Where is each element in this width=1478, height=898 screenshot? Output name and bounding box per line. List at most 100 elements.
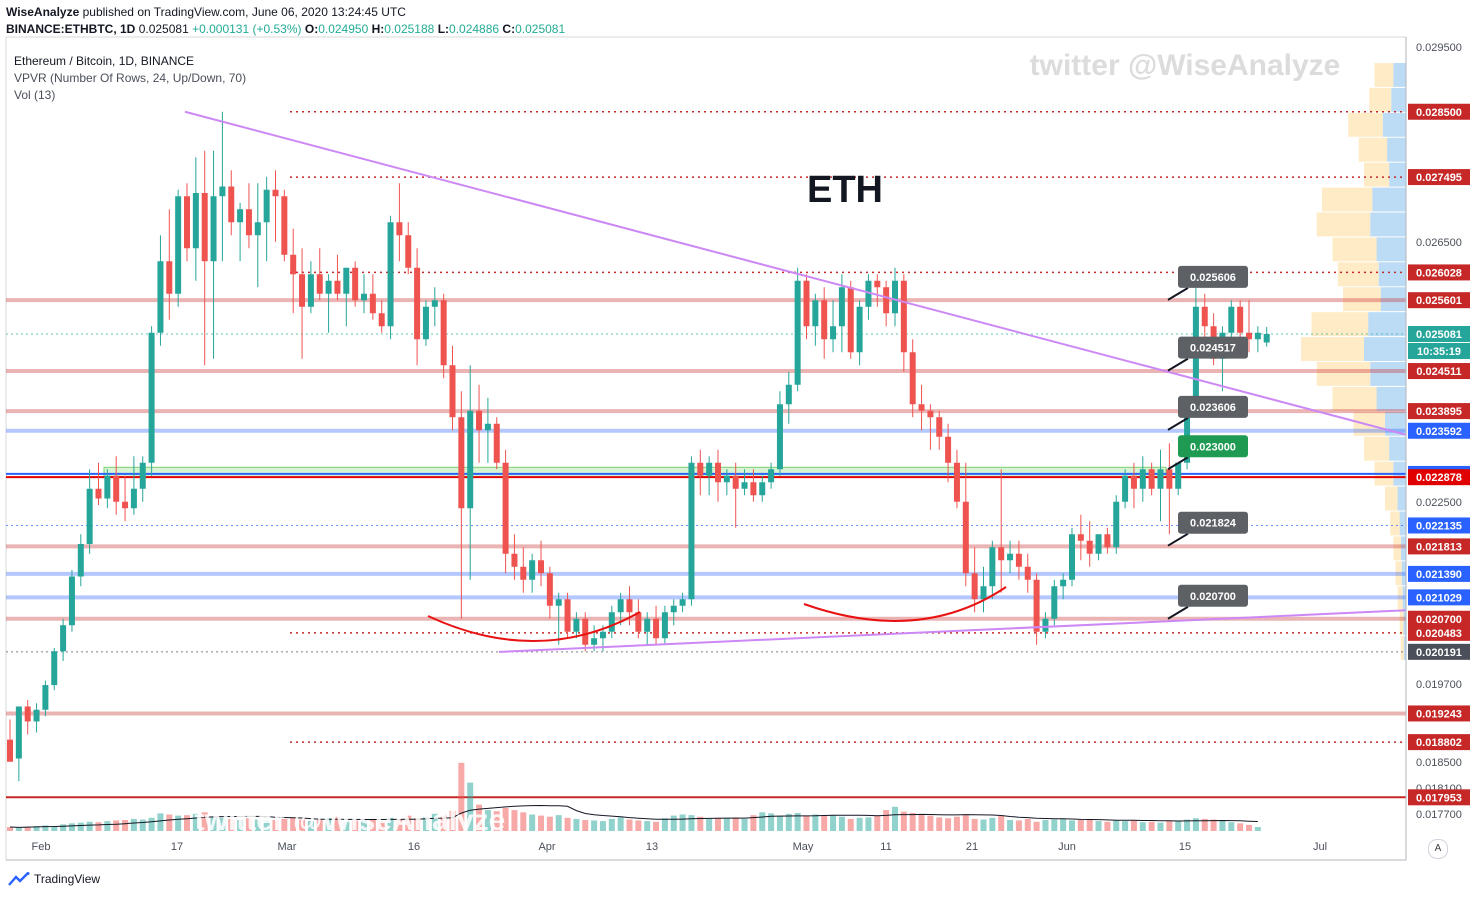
candle-body[interactable] [768, 469, 775, 483]
candle-body[interactable] [396, 222, 403, 236]
callout-0.023606[interactable]: 0.023606 [1167, 395, 1248, 431]
candle-body[interactable] [723, 475, 730, 483]
candle-body[interactable] [847, 287, 854, 353]
candle-body[interactable] [157, 261, 164, 333]
callout-0.020700[interactable]: 0.020700 [1167, 584, 1248, 620]
callout-0.025606[interactable]: 0.025606 [1167, 265, 1248, 301]
candle-body[interactable] [670, 605, 677, 613]
candle-body[interactable] [971, 573, 978, 600]
candle-body[interactable] [361, 293, 367, 301]
candle-body[interactable] [661, 612, 668, 639]
callout-0.023000[interactable]: 0.023000 [1167, 435, 1248, 471]
candle-body[interactable] [794, 280, 801, 385]
candle-body[interactable] [316, 274, 323, 294]
candle-body[interactable] [33, 709, 40, 722]
candle-body[interactable] [1095, 534, 1102, 554]
candle-body[interactable] [821, 300, 828, 340]
candle-body[interactable] [962, 501, 969, 574]
candle-body[interactable] [1157, 469, 1164, 489]
candle-body[interactable] [281, 196, 288, 255]
candle-body[interactable] [883, 287, 890, 314]
ascending-trendline[interactable] [498, 609, 1407, 653]
candle-body[interactable] [564, 599, 571, 632]
candle-body[interactable] [175, 196, 182, 294]
candle-body[interactable] [1192, 306, 1199, 411]
candle-body[interactable] [1113, 501, 1120, 548]
candle-body[interactable] [776, 404, 783, 470]
candle-body[interactable] [838, 287, 845, 327]
candle-body[interactable] [1042, 618, 1049, 632]
price-tag-0.019243[interactable] [1408, 705, 1470, 722]
candle-body[interactable] [307, 274, 314, 307]
price-tag-0.027495[interactable] [1408, 169, 1470, 186]
candle-body[interactable] [1033, 579, 1040, 632]
candle-body[interactable] [219, 186, 226, 197]
candle-body[interactable] [201, 193, 208, 262]
candle-body[interactable] [591, 638, 598, 645]
candle-body[interactable] [431, 300, 438, 307]
candle-body[interactable] [122, 501, 129, 509]
candle-body[interactable] [325, 280, 332, 294]
candle-body[interactable] [440, 300, 447, 366]
candle-body[interactable] [51, 651, 58, 686]
candle-body[interactable] [42, 685, 49, 710]
candle-body[interactable] [1237, 306, 1244, 333]
candle-body[interactable] [511, 553, 518, 567]
candle-body[interactable] [1069, 534, 1075, 580]
price-tag-0.028500[interactable] [1408, 103, 1470, 120]
callout-0.024517[interactable]: 0.024517 [1167, 336, 1248, 372]
candle-body[interactable] [644, 618, 651, 632]
candle-body[interactable] [830, 326, 837, 340]
candle-body[interactable] [555, 599, 562, 606]
candle-body[interactable] [1007, 553, 1014, 561]
price-tag-0.021390[interactable] [1408, 565, 1470, 582]
price-tag-0.018802[interactable] [1408, 734, 1470, 751]
candle-body[interactable] [599, 631, 606, 639]
price-tag-0.020191[interactable] [1408, 643, 1470, 660]
candle-body[interactable] [936, 417, 943, 437]
auto-scale-button[interactable]: A [1428, 839, 1448, 859]
callout-0.021824[interactable]: 0.021824 [1167, 511, 1248, 547]
price-tag-0.023895[interactable] [1408, 403, 1470, 420]
candle-body[interactable] [502, 462, 509, 554]
candle-body[interactable] [715, 462, 721, 483]
candle-body[interactable] [343, 267, 350, 294]
candle-body[interactable] [68, 576, 75, 626]
candle-body[interactable] [166, 261, 173, 294]
descending-trendline[interactable] [184, 110, 1407, 436]
candle-body[interactable] [334, 280, 341, 294]
candle-body[interactable] [467, 410, 474, 509]
candle-body[interactable] [1077, 534, 1084, 541]
candle-body[interactable] [998, 547, 1005, 561]
candle-body[interactable] [60, 625, 67, 652]
candle-body[interactable] [1166, 469, 1173, 489]
time-axis[interactable]: Feb 17 Mar 16 Apr 13 May 11 21 Jun 15 Jul [6, 841, 1406, 861]
vpvr-legend[interactable]: VPVR (Number Of Rows, 24, Up/Down, 70) [14, 71, 247, 85]
candle-body[interactable] [732, 475, 739, 489]
price-tag-0.022135[interactable] [1408, 517, 1470, 534]
candle-body[interactable] [688, 462, 695, 600]
candle-body[interactable] [299, 274, 306, 307]
candle-body[interactable] [192, 193, 199, 249]
candle-body[interactable] [679, 599, 686, 606]
candle-body[interactable] [15, 706, 22, 759]
candle-body[interactable] [1060, 579, 1067, 587]
price-tag-0.023592[interactable] [1408, 422, 1470, 439]
candle-body[interactable] [254, 222, 261, 236]
candle-body[interactable] [113, 475, 120, 502]
candle-body[interactable] [608, 612, 615, 632]
candle-body[interactable] [148, 332, 155, 463]
candle-body[interactable] [378, 313, 385, 327]
price-tag-0.021029[interactable] [1408, 589, 1470, 606]
candle-body[interactable] [980, 586, 987, 600]
candle-body[interactable] [7, 739, 13, 762]
price-tag-0.025081[interactable] [1408, 325, 1470, 342]
candle-body[interactable] [617, 599, 624, 613]
candle-body[interactable] [865, 280, 872, 307]
candle-body[interactable] [635, 612, 642, 632]
candle-body[interactable] [573, 618, 580, 632]
candle-body[interactable] [369, 293, 376, 314]
price-tag-0.026028[interactable] [1408, 264, 1470, 281]
candle-body[interactable] [759, 482, 766, 496]
